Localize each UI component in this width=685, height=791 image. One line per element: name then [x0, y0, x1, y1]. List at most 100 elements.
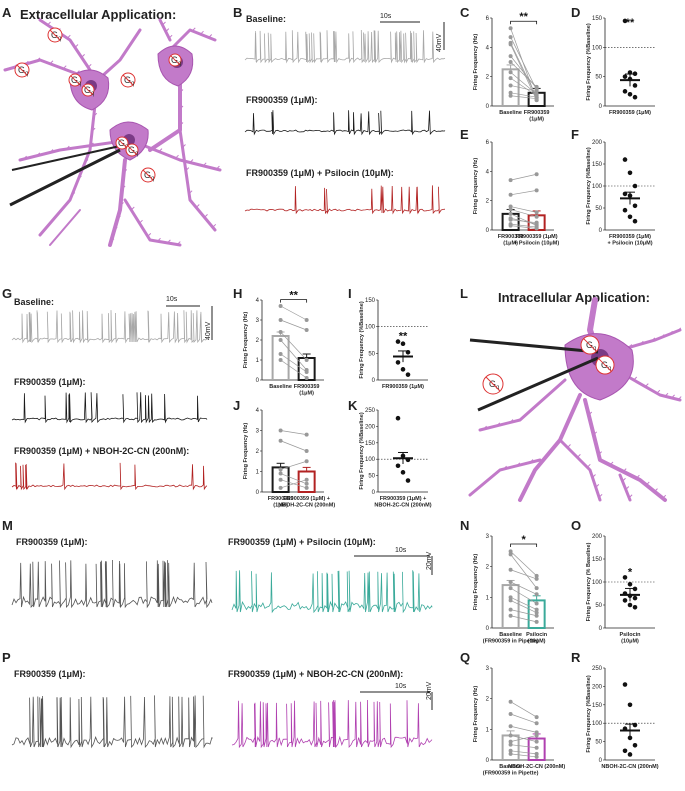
spine [89, 142, 93, 147]
dendrite [98, 28, 142, 80]
trace-label-fr900359: FR900359 (1μM): [14, 669, 86, 679]
trace-fr900359 [11, 392, 208, 424]
y-tick-label: 0 [599, 758, 603, 764]
spine [622, 468, 627, 472]
data-point [278, 471, 283, 476]
spine [538, 399, 543, 404]
panel-letter-m: M [2, 518, 13, 533]
dendrite [468, 458, 542, 497]
paired-line [280, 440, 307, 452]
data-point [405, 372, 411, 377]
paired-line [510, 551, 537, 577]
spine [496, 422, 501, 427]
spine [162, 138, 166, 142]
category-label: FR900359 (1μM) + [380, 496, 427, 502]
data-point [278, 318, 283, 322]
trace-panel-b: Baseline: FR900359 (1μM): FR900359 (1μM)… [244, 13, 446, 215]
spine [62, 205, 66, 210]
y-tick-label: 0 [599, 104, 603, 110]
data-point [534, 89, 539, 94]
significance-marker: * [521, 534, 526, 546]
spine [117, 215, 121, 220]
data-point [508, 211, 513, 216]
gq-slash [122, 74, 134, 86]
data-point [508, 613, 513, 618]
spine [639, 340, 644, 345]
data-point [534, 172, 539, 177]
chart-q: 0 1 2 3 Firing Frequency (Hz) Baseline(FR9003… [473, 666, 565, 777]
data-point [622, 682, 628, 687]
data-point [622, 74, 628, 79]
gq-slash [170, 55, 180, 65]
paired-line [280, 353, 307, 373]
spine [588, 411, 593, 416]
gq-receptor-icon: Gq [68, 73, 82, 87]
dendrite [18, 138, 132, 162]
paired-line [510, 581, 537, 595]
paired-line [510, 36, 537, 91]
y-tick-label: 1 [486, 727, 490, 733]
category-label: (1μM) [273, 503, 288, 509]
data-point [405, 478, 411, 483]
data-point [534, 619, 539, 624]
gq-receptor-icon: Gq [120, 72, 136, 88]
y-tick-label: 0 [486, 758, 490, 764]
paired-line [510, 744, 537, 749]
y-axis-label: Firing Frequency (Hz) [473, 686, 479, 743]
spine [529, 459, 534, 463]
data-point [627, 193, 633, 198]
data-point [534, 613, 539, 618]
significance-marker: ** [626, 17, 635, 29]
paired-line [510, 209, 537, 218]
y-tick-label: 100 [365, 325, 376, 331]
spine [108, 67, 112, 71]
spine [179, 89, 184, 93]
chart-j: 0 1 2 3 4 Firing Frequency (Hz) FR900359(1μM)F… [243, 408, 335, 509]
gq-slash [583, 338, 597, 352]
data-point [534, 210, 539, 215]
spine [52, 238, 57, 243]
trace-label-fr-nboh: FR900359 (1μM) + NBOH-2C-CN (200nM): [228, 669, 403, 679]
recording-pipette-icon [469, 338, 599, 354]
panel-letter-r: R [571, 650, 581, 665]
category-label: FR900359 [524, 110, 550, 116]
panel-letter-l: L [460, 286, 468, 301]
data-point [304, 432, 309, 437]
spine [577, 454, 581, 458]
spine [147, 233, 152, 237]
data-point [534, 739, 539, 744]
gq-slash [49, 29, 61, 41]
y-tick-label: 4 [256, 298, 260, 304]
y-tick-label: 0 [486, 104, 490, 110]
bar [501, 68, 520, 108]
data-point [627, 752, 633, 757]
panel-letter-p: P [2, 650, 11, 665]
y-axis-label: Firing Frequency (%Baseline) [586, 23, 592, 100]
gq-receptor-icon: Gq [81, 83, 95, 97]
y-tick-label: 3 [256, 429, 260, 435]
data-point [534, 751, 539, 756]
y-tick-label: 6 [486, 16, 490, 22]
dendrite [38, 18, 92, 72]
paired-line [280, 479, 307, 489]
spine [110, 238, 115, 243]
paired-line [510, 615, 537, 623]
trace-panel-g: Baseline: FR900359 (1μM): FR900359 (1μM)… [11, 296, 213, 491]
data-point [627, 170, 633, 176]
data-point [278, 352, 283, 356]
data-point [534, 721, 539, 726]
spine [677, 396, 682, 400]
significance-marker: ** [399, 331, 408, 343]
gq-slash [598, 358, 612, 372]
data-point [395, 339, 401, 344]
y-tick-label: 100 [592, 184, 603, 190]
y-axis-label: Firing Frequency (Hz) [473, 554, 479, 611]
y-axis-label: Firing Frequency (%Baseline) [586, 147, 592, 224]
paired-line [510, 61, 537, 88]
data-point [400, 470, 406, 475]
spine [651, 337, 656, 342]
dendrite [128, 138, 222, 172]
spine [654, 488, 658, 492]
data-point [534, 730, 539, 735]
